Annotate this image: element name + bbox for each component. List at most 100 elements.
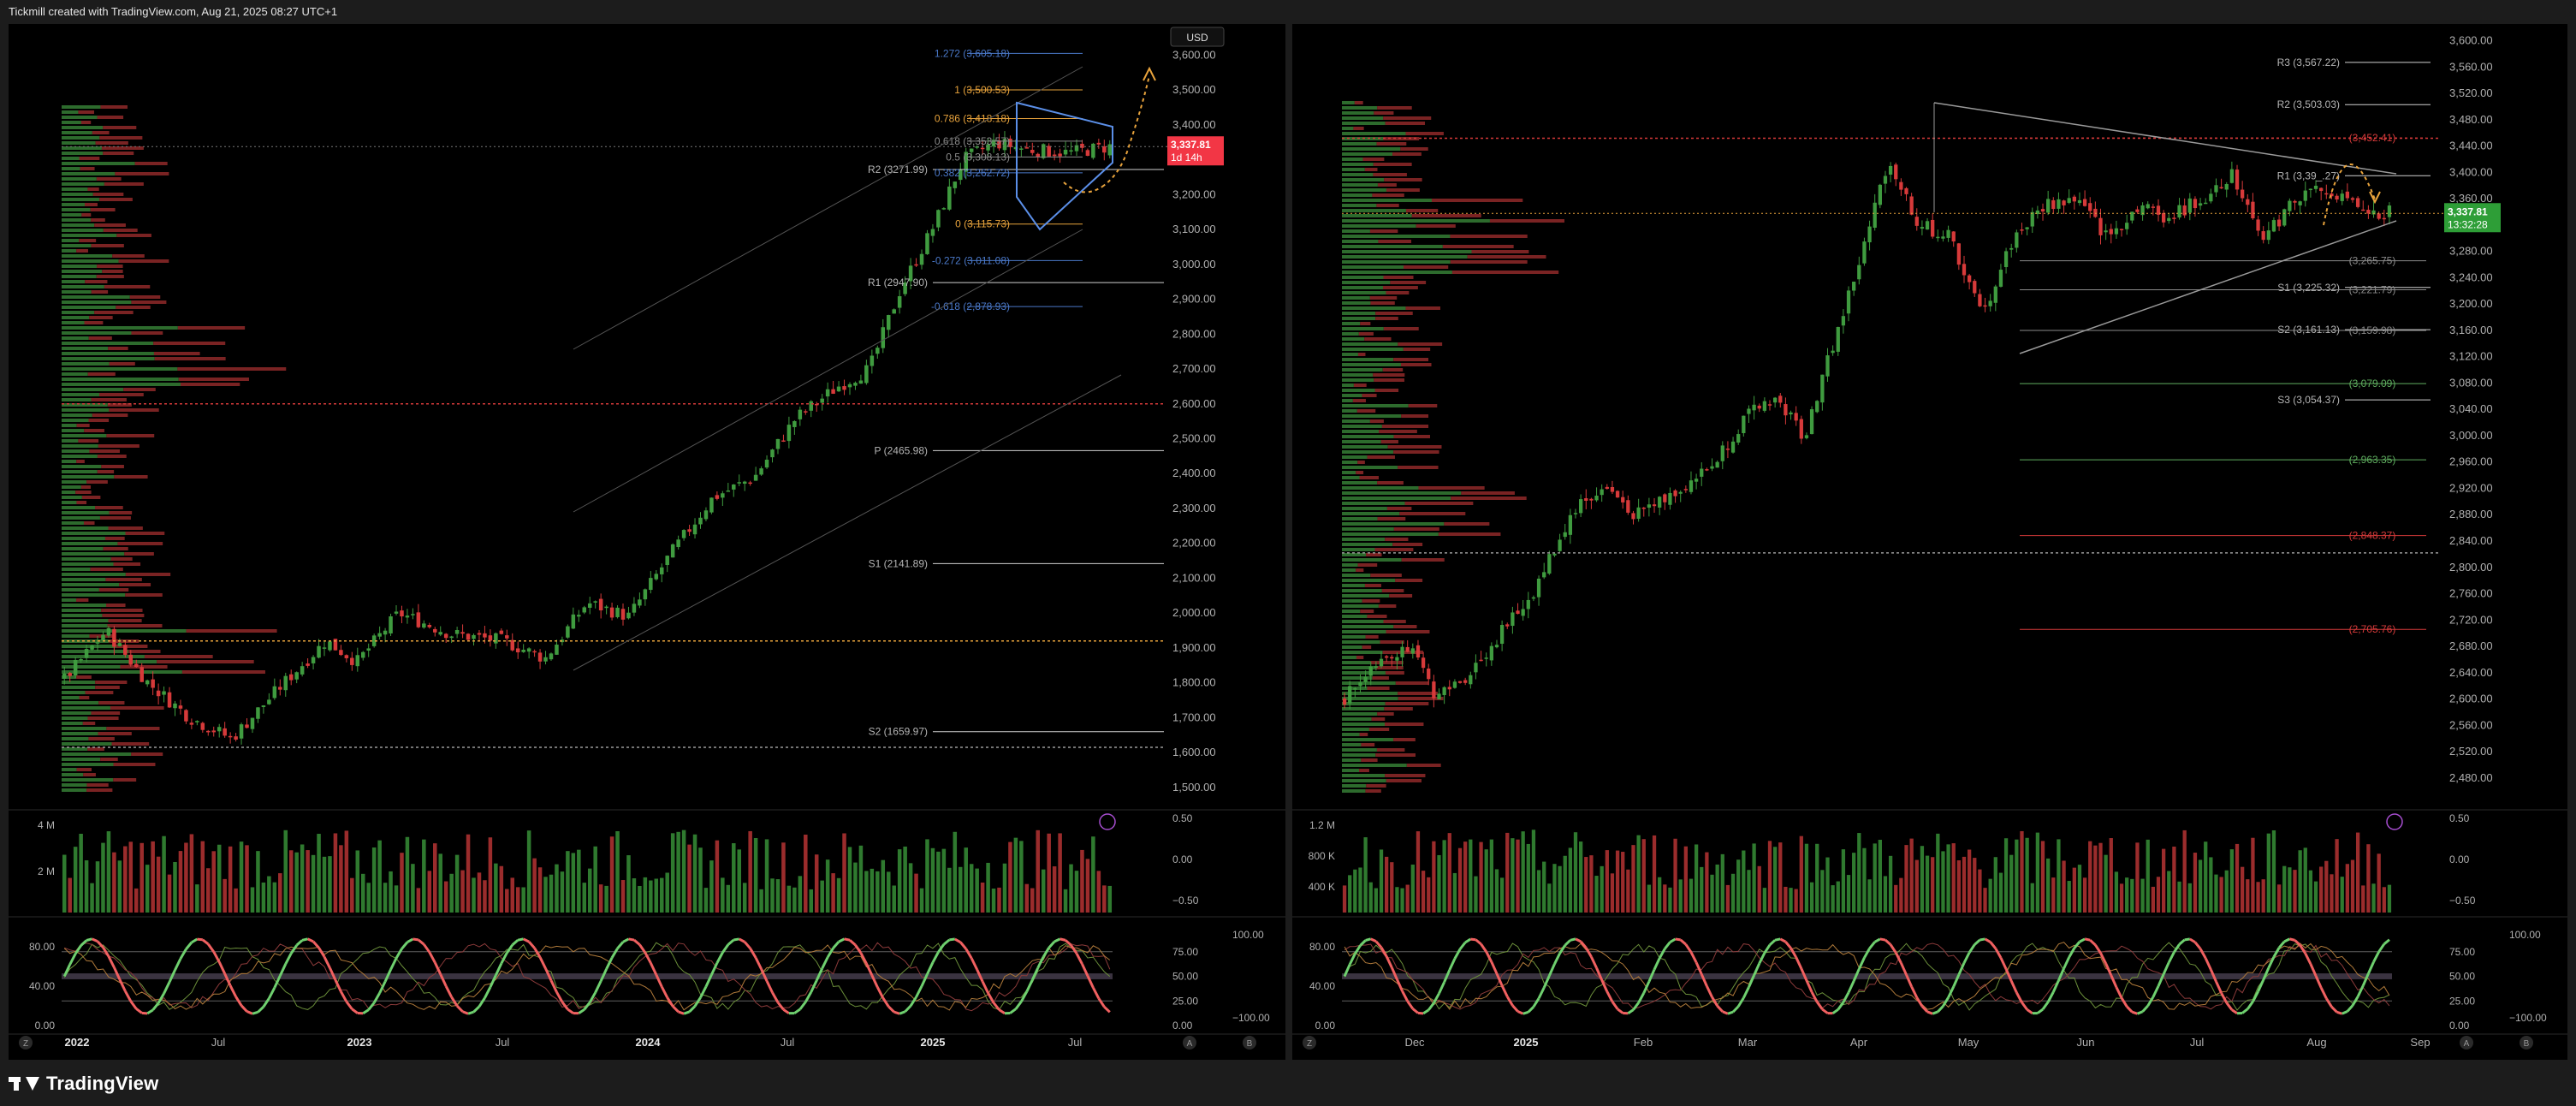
volume-profile-bar: [1342, 384, 1354, 387]
candle-body: [1085, 150, 1090, 156]
volume-profile-bar: [1342, 687, 1368, 690]
volume-bar: [95, 861, 100, 913]
volume-profile-bar: [62, 763, 114, 766]
volume-bar: [886, 871, 891, 913]
volume-bar: [858, 845, 864, 913]
volume-profile-bar: [1342, 291, 1386, 294]
oscillator-main-line: [1889, 943, 1897, 954]
volume-profile-bar: [1438, 532, 1501, 536]
axis-b-button[interactable]: [1243, 1036, 1256, 1050]
volume-profile-bar: [99, 198, 133, 201]
projection-path: [1063, 181, 1103, 193]
volume-bar: [1421, 871, 1426, 913]
axis-a-button[interactable]: [2460, 1036, 2473, 1050]
volume-profile-bar: [62, 752, 132, 756]
oscillator-main-line: [96, 940, 104, 948]
volume-profile-bar: [1377, 481, 1404, 485]
price-axis-label: 3,560.00: [2449, 60, 2493, 73]
volume-profile-bar: [1386, 291, 1410, 294]
volume-bar: [1647, 884, 1652, 913]
pivot-label: S2 (1659.97): [869, 726, 928, 738]
oscillator-main-line: [163, 981, 171, 995]
oscillator-main-line: [2131, 1010, 2138, 1015]
oscillator-main-line: [2068, 947, 2076, 959]
volume-right-axis-label: −0.50: [2449, 895, 2476, 907]
candle-body: [1904, 187, 1908, 194]
candle-body: [2146, 204, 2150, 209]
volume-bar: [2355, 832, 2360, 913]
oscillator-main-line: [844, 937, 851, 942]
oscillator-main-line: [683, 1010, 691, 1015]
volume-profile-bar: [1342, 271, 1452, 274]
volume-profile-bar: [62, 218, 92, 222]
volume-bar: [1742, 850, 1746, 913]
candle-body: [1700, 468, 1704, 477]
oscillator-main-line: [1748, 974, 1755, 988]
volume-profile-bar: [62, 455, 98, 458]
oscillator-main-line: [1790, 947, 1797, 959]
volume-profile-bar: [1342, 193, 1373, 197]
axis-a-button[interactable]: [1183, 1036, 1196, 1050]
volume-profile-bar: [181, 383, 240, 386]
oscillator-main-line: [2041, 1001, 2050, 1010]
volume-profile-bar: [1342, 142, 1377, 146]
oscillator-main-line: [439, 973, 448, 987]
candle-body: [1405, 646, 1410, 652]
volume-profile-bar: [79, 696, 90, 699]
oscillator-main-line: [666, 996, 674, 1008]
candle-body: [1647, 504, 1652, 508]
candle-body: [128, 654, 134, 665]
volume-profile-bar: [62, 711, 92, 715]
volume-bar: [1820, 870, 1825, 913]
oscillator-main-line: [887, 1005, 895, 1014]
volume-profile-bar: [1374, 548, 1414, 551]
candle-body: [123, 645, 128, 655]
pivot-label: S2 (3,161.13): [2277, 324, 2340, 336]
oscillator-main-line: [2231, 1008, 2238, 1015]
daily-gold-chart[interactable]: 3,600.003,560.003,520.003,480.003,440.00…: [1292, 24, 2567, 1060]
oscillator-main-line: [511, 939, 519, 946]
volume-profile-bar: [1342, 651, 1383, 654]
axis-z-button[interactable]: [19, 1036, 33, 1050]
candle-body: [1988, 300, 1992, 306]
volume-profile-bar: [1342, 373, 1374, 377]
candle-body: [1899, 181, 1903, 190]
volume-bar: [1368, 882, 1373, 913]
candle-body: [1002, 139, 1007, 151]
oscillator-main-line: [1627, 1008, 1635, 1015]
tradingview-logo-icon: [9, 1075, 39, 1092]
axis-z-button[interactable]: [1303, 1036, 1316, 1050]
volume-profile-bar: [1342, 132, 1406, 135]
time-axis-label: 2024: [636, 1036, 662, 1049]
volume-bar: [1904, 845, 1908, 913]
oscillator-main-line: [1857, 957, 1866, 970]
lightning-icon[interactable]: [1099, 813, 1116, 830]
lightning-icon[interactable]: [2386, 813, 2403, 830]
volume-bar: [217, 844, 222, 913]
volume-profile-bar: [1362, 645, 1372, 649]
volume-bar: [1041, 869, 1046, 913]
pivot-label: R1 (3,39_.27): [2277, 169, 2340, 181]
volume-profile-bar: [87, 187, 99, 191]
weekly-gold-chart[interactable]: 3,600.003,500.003,400.003,300.003,200.00…: [9, 24, 1285, 1060]
candle-body: [1689, 480, 1694, 492]
oscillator-main-line: [1742, 986, 1750, 999]
fib-level-label: 0.5 (3,308.13): [946, 151, 1010, 163]
candle-body: [288, 674, 294, 681]
right-chart-panel[interactable]: 3,600.00 3,560.00 3,520.00 3,480.00 3,440.00…: [1292, 24, 2567, 1060]
volume-bar: [355, 850, 360, 913]
currency-button[interactable]: [1170, 27, 1225, 47]
volume-bar: [997, 887, 1001, 913]
volume-profile-bar: [1342, 502, 1405, 505]
axis-b-button[interactable]: [2520, 1036, 2533, 1050]
candle-body: [2062, 200, 2066, 205]
oscillator-main-line: [1894, 952, 1902, 964]
volume-profile-bar: [1450, 260, 1528, 264]
oscillator-main-line: [1915, 996, 1924, 1008]
candle-body: [864, 365, 869, 384]
volume-profile-bar: [177, 367, 287, 371]
left-chart-panel[interactable]: 3,600.003,500.003,400.003,300.003,200.00…: [9, 24, 1285, 1060]
oscillator-main-line: [1014, 1001, 1023, 1010]
candle-body: [1857, 265, 1861, 280]
volume-profile-bar: [1342, 491, 1462, 495]
